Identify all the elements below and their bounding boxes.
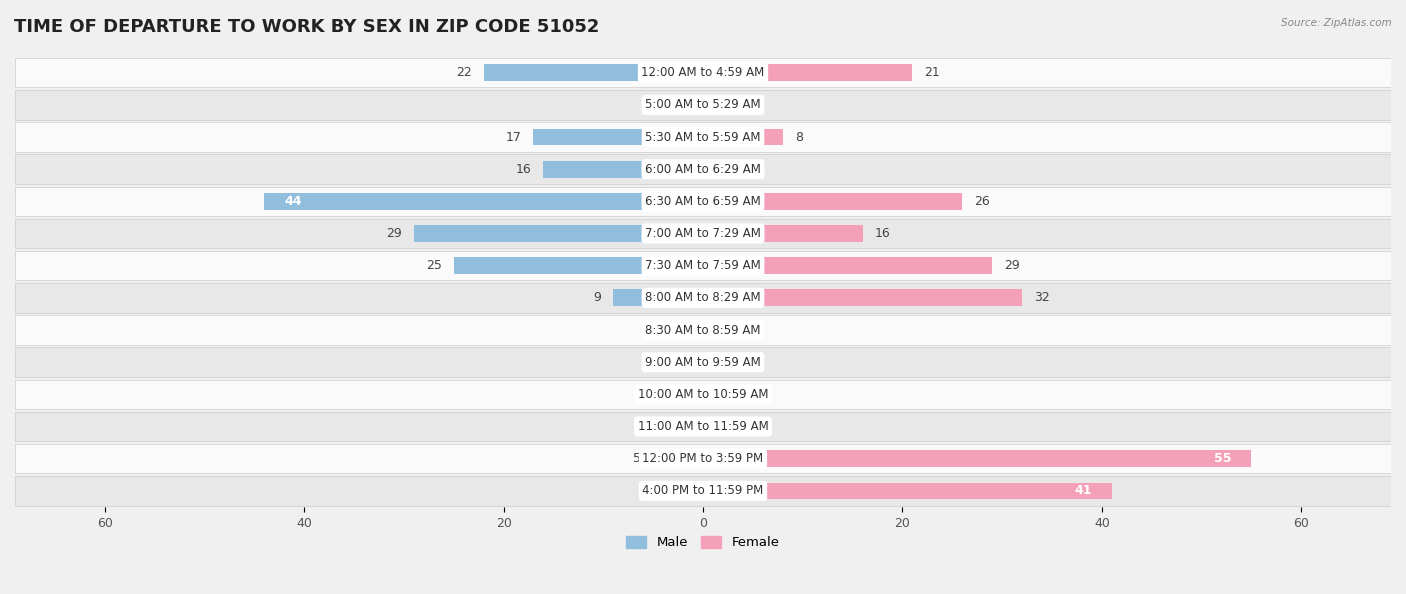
Text: 0: 0 bbox=[716, 99, 723, 111]
Bar bbox=[15, 444, 1391, 473]
Bar bbox=[15, 58, 1391, 87]
Bar bbox=[15, 283, 1391, 312]
Bar bbox=[664, 354, 703, 371]
Text: Source: ZipAtlas.com: Source: ZipAtlas.com bbox=[1281, 18, 1392, 28]
Bar bbox=[454, 257, 703, 274]
Bar bbox=[703, 129, 783, 146]
Text: 9:00 AM to 9:59 AM: 9:00 AM to 9:59 AM bbox=[645, 356, 761, 369]
Bar bbox=[15, 122, 1391, 152]
Bar bbox=[15, 90, 1391, 119]
Bar bbox=[484, 64, 703, 81]
Text: 5: 5 bbox=[633, 452, 641, 465]
Text: 6:00 AM to 6:29 AM: 6:00 AM to 6:29 AM bbox=[645, 163, 761, 176]
Bar bbox=[613, 289, 703, 307]
Text: 0: 0 bbox=[683, 420, 690, 433]
Bar bbox=[15, 380, 1391, 409]
Text: 10:00 AM to 10:59 AM: 10:00 AM to 10:59 AM bbox=[638, 388, 768, 401]
Bar bbox=[703, 418, 723, 435]
Text: 9: 9 bbox=[593, 291, 602, 304]
Bar bbox=[703, 450, 1251, 467]
Text: 16: 16 bbox=[516, 163, 531, 176]
Text: 6:30 AM to 6:59 AM: 6:30 AM to 6:59 AM bbox=[645, 195, 761, 208]
Text: 16: 16 bbox=[875, 227, 890, 240]
Text: 41: 41 bbox=[1074, 484, 1092, 497]
Text: 8: 8 bbox=[794, 131, 803, 144]
Text: 12:00 AM to 4:59 AM: 12:00 AM to 4:59 AM bbox=[641, 66, 765, 79]
Bar bbox=[683, 482, 703, 499]
Text: 0: 0 bbox=[716, 388, 723, 401]
Text: TIME OF DEPARTURE TO WORK BY SEX IN ZIP CODE 51052: TIME OF DEPARTURE TO WORK BY SEX IN ZIP … bbox=[14, 18, 599, 36]
Text: 3: 3 bbox=[654, 99, 661, 111]
Bar bbox=[15, 315, 1391, 345]
Bar bbox=[15, 187, 1391, 216]
Text: 17: 17 bbox=[506, 131, 522, 144]
Text: 5:30 AM to 5:59 AM: 5:30 AM to 5:59 AM bbox=[645, 131, 761, 144]
Text: 7:30 AM to 7:59 AM: 7:30 AM to 7:59 AM bbox=[645, 259, 761, 272]
Bar bbox=[673, 96, 703, 113]
Text: 3: 3 bbox=[745, 324, 752, 337]
Text: 22: 22 bbox=[456, 66, 471, 79]
Bar bbox=[533, 129, 703, 146]
Text: 0: 0 bbox=[683, 324, 690, 337]
Bar bbox=[703, 354, 723, 371]
Bar bbox=[15, 476, 1391, 505]
Legend: Male, Female: Male, Female bbox=[621, 530, 785, 554]
Text: 32: 32 bbox=[1033, 291, 1050, 304]
Text: 4:00 PM to 11:59 PM: 4:00 PM to 11:59 PM bbox=[643, 484, 763, 497]
Bar bbox=[413, 225, 703, 242]
Text: 8:30 AM to 8:59 AM: 8:30 AM to 8:59 AM bbox=[645, 324, 761, 337]
Text: 12:00 PM to 3:59 PM: 12:00 PM to 3:59 PM bbox=[643, 452, 763, 465]
Text: 2: 2 bbox=[735, 356, 742, 369]
Text: 0: 0 bbox=[683, 388, 690, 401]
Bar bbox=[544, 161, 703, 178]
Bar bbox=[703, 482, 1112, 499]
Text: 8:00 AM to 8:29 AM: 8:00 AM to 8:29 AM bbox=[645, 291, 761, 304]
Bar bbox=[703, 289, 1022, 307]
Bar bbox=[15, 154, 1391, 184]
Text: 29: 29 bbox=[387, 227, 402, 240]
Text: 21: 21 bbox=[924, 66, 941, 79]
Bar bbox=[264, 193, 703, 210]
Bar bbox=[15, 347, 1391, 377]
Bar bbox=[703, 322, 733, 339]
Text: 44: 44 bbox=[284, 195, 302, 208]
Bar bbox=[703, 225, 862, 242]
Text: 4: 4 bbox=[644, 356, 651, 369]
Text: 55: 55 bbox=[1213, 452, 1232, 465]
Bar bbox=[15, 251, 1391, 280]
Text: 26: 26 bbox=[974, 195, 990, 208]
Bar bbox=[703, 64, 912, 81]
Text: 2: 2 bbox=[735, 420, 742, 433]
Text: 7:00 AM to 7:29 AM: 7:00 AM to 7:29 AM bbox=[645, 227, 761, 240]
Text: 0: 0 bbox=[716, 163, 723, 176]
Text: 11:00 AM to 11:59 AM: 11:00 AM to 11:59 AM bbox=[638, 420, 768, 433]
Text: 5:00 AM to 5:29 AM: 5:00 AM to 5:29 AM bbox=[645, 99, 761, 111]
Bar bbox=[15, 219, 1391, 248]
Text: 25: 25 bbox=[426, 259, 441, 272]
Text: 2: 2 bbox=[664, 484, 671, 497]
Bar bbox=[15, 412, 1391, 441]
Text: 29: 29 bbox=[1004, 259, 1019, 272]
Bar bbox=[654, 450, 703, 467]
Bar bbox=[703, 193, 962, 210]
Bar bbox=[703, 257, 993, 274]
